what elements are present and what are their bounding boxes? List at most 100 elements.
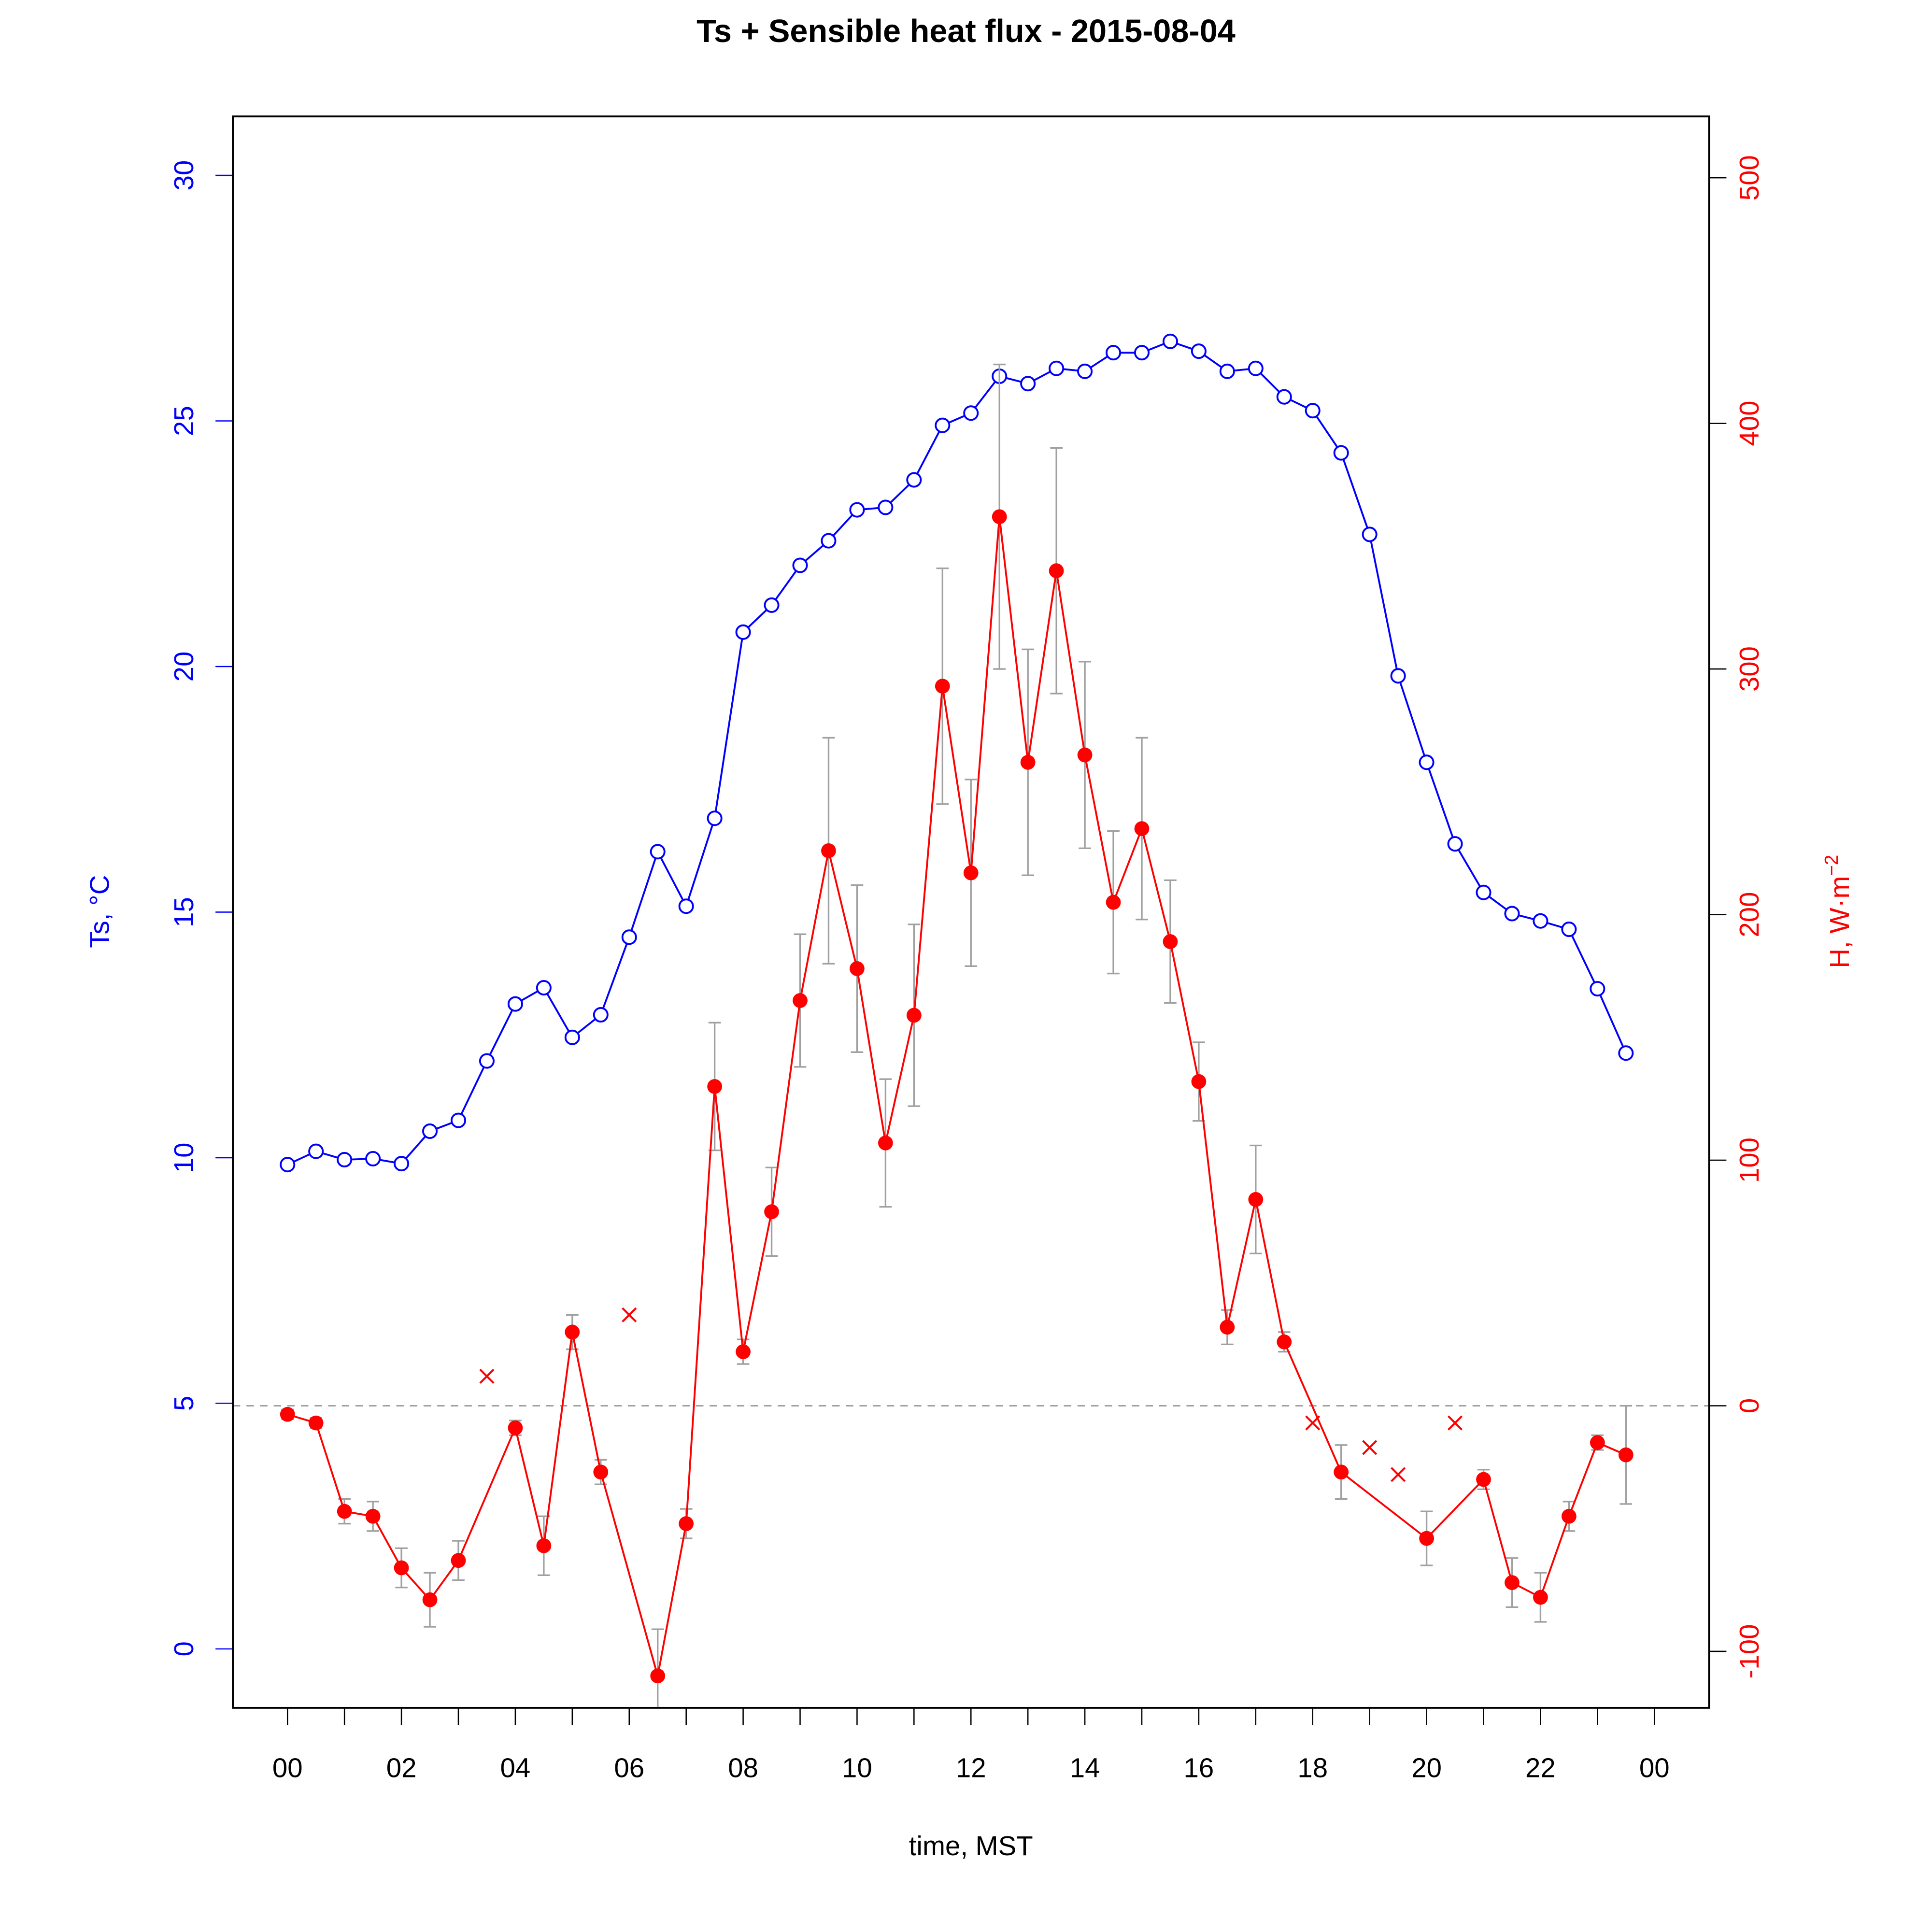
h-point (764, 1204, 779, 1220)
h-point (508, 1420, 523, 1435)
x-tick-label: 04 (500, 1752, 531, 1783)
h-point (1277, 1334, 1292, 1350)
ts-point (1305, 403, 1321, 419)
x-tick-label: 10 (842, 1752, 872, 1783)
ts-point (1476, 884, 1492, 900)
cross-stroke (622, 1307, 637, 1322)
h-point (280, 1406, 295, 1422)
ts-point (1618, 1045, 1634, 1061)
cross-stroke (1362, 1440, 1378, 1455)
y-right-tick-label: 200 (1734, 892, 1764, 937)
ts-point (878, 499, 894, 515)
ts-point (564, 1029, 580, 1045)
x-tick-label: 02 (386, 1752, 417, 1783)
y-left-tick-label: 25 (169, 406, 199, 436)
h-point (536, 1538, 552, 1553)
y-left-tick-label: 15 (169, 897, 199, 927)
h-point (935, 679, 950, 694)
h-series-line (287, 516, 1627, 1676)
y-left-tick-label: 0 (169, 1641, 199, 1656)
h-point (422, 1592, 438, 1607)
h-point (821, 843, 836, 858)
h-flagged-point (622, 1307, 637, 1322)
h-point (394, 1560, 409, 1576)
h-point (1476, 1472, 1491, 1487)
y-right-tick-label: 400 (1734, 401, 1764, 446)
ts-point (280, 1157, 296, 1173)
ts-point (1049, 360, 1065, 376)
h-point (707, 1079, 723, 1094)
ts-point (821, 533, 837, 549)
h-point (365, 1508, 381, 1524)
ts-point (735, 624, 751, 640)
h-flagged-point (479, 1368, 495, 1384)
ts-point (849, 502, 865, 518)
ts-point (1020, 376, 1036, 392)
ts-point (479, 1053, 495, 1069)
ts-point (422, 1123, 438, 1139)
h-point (850, 961, 865, 976)
ts-point (650, 844, 666, 860)
h-point (1618, 1447, 1634, 1463)
y-right-tick-label: 0 (1734, 1398, 1764, 1413)
cross-stroke (1305, 1415, 1321, 1431)
ts-point (1219, 363, 1235, 379)
h-point (1077, 747, 1093, 763)
x-tick-label: 00 (272, 1752, 303, 1783)
x-tick-label: 20 (1411, 1752, 1442, 1783)
h-point (963, 865, 979, 881)
ts-point (1419, 754, 1435, 770)
y-right-tick-label: 500 (1734, 155, 1764, 200)
y-left-tick-label: 5 (169, 1396, 199, 1411)
ts-point (1362, 526, 1378, 542)
ts-point (1590, 981, 1605, 997)
h-point (793, 993, 808, 1008)
h-point (1334, 1464, 1349, 1480)
h-point (1191, 1074, 1207, 1089)
h-point (1106, 895, 1121, 910)
x-tick-label: 12 (956, 1752, 986, 1783)
h-point (593, 1464, 609, 1480)
h-point (308, 1415, 324, 1431)
x-tick-label: 08 (728, 1752, 758, 1783)
ts-point (621, 929, 637, 945)
h-point (1134, 821, 1150, 836)
y-right-axis-label-main: H, W·m (1824, 876, 1855, 968)
h-flagged-point (1362, 1440, 1378, 1455)
h-point (679, 1516, 694, 1531)
h-point (1163, 934, 1178, 949)
ts-point (593, 1007, 609, 1023)
ts-point (450, 1112, 467, 1128)
h-point (451, 1553, 466, 1568)
ts-point (1333, 445, 1349, 461)
ts-point (308, 1143, 324, 1159)
h-point (337, 1504, 352, 1519)
ts-point (365, 1151, 381, 1166)
x-axis-label: time, MST (909, 1831, 1033, 1861)
ts-point (1077, 363, 1093, 379)
x-tick-label: 16 (1184, 1752, 1214, 1783)
h-point (906, 1008, 922, 1023)
y-left-axis-label: Ts, °C (85, 875, 115, 948)
ts-point (707, 810, 723, 826)
h-point (1562, 1508, 1577, 1524)
h-point (878, 1136, 893, 1151)
h-point (1020, 754, 1036, 770)
h-flagged-point (1305, 1415, 1321, 1431)
x-tick-label: 14 (1070, 1752, 1100, 1783)
y-right-axis-label: H, W·m−2 (1821, 855, 1855, 968)
ts-point (1504, 906, 1520, 922)
ts-point (1134, 345, 1150, 361)
x-tick-label: 22 (1525, 1752, 1556, 1783)
h-point (1533, 1590, 1548, 1605)
y-left-tick-label: 20 (169, 652, 199, 682)
ts-point (764, 597, 780, 613)
h-flagged-point (1391, 1467, 1406, 1482)
ts-point (394, 1156, 410, 1172)
chart-title: Ts + Sensible heat flux - 2015-08-04 (696, 14, 1236, 49)
ts-point (1276, 389, 1292, 405)
plot-frame (232, 115, 1710, 1709)
y-right-tick-label: 300 (1734, 646, 1764, 692)
h-point (992, 509, 1007, 525)
